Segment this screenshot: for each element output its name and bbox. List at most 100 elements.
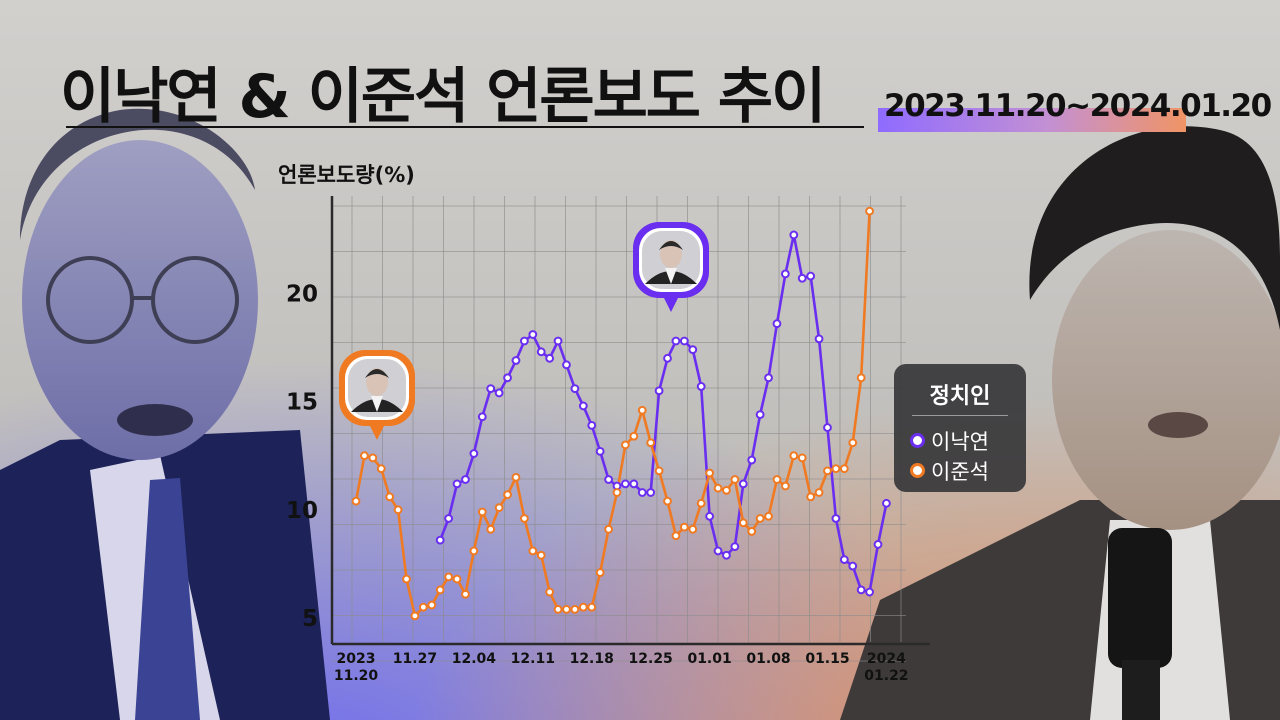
data-point — [570, 384, 580, 394]
x-tick-label: 11.27 — [393, 651, 437, 667]
data-point — [663, 496, 672, 506]
data-point — [503, 373, 512, 383]
data-point — [402, 574, 411, 584]
data-point — [376, 464, 386, 474]
data-point — [780, 481, 790, 491]
x-tick-label: 01.15 — [805, 651, 849, 667]
data-point — [654, 466, 664, 476]
data-point — [780, 269, 790, 279]
data-point — [789, 230, 799, 240]
data-point — [418, 602, 428, 612]
data-point — [587, 602, 597, 612]
data-point — [528, 330, 538, 339]
legend-label: 이낙연 — [931, 430, 989, 454]
data-point — [360, 451, 369, 461]
y-tick-label: 15 — [286, 390, 318, 416]
data-point — [562, 604, 571, 614]
data-point — [519, 336, 529, 346]
data-point — [873, 540, 883, 549]
data-point — [806, 271, 816, 281]
data-point — [637, 405, 647, 415]
data-point — [865, 587, 874, 597]
data-point — [368, 453, 378, 463]
legend-marker-icon — [910, 463, 925, 478]
data-point — [696, 498, 706, 508]
y-tick-label: 10 — [286, 498, 318, 524]
data-point — [629, 479, 639, 489]
data-point — [679, 336, 689, 346]
data-point — [637, 488, 647, 497]
data-point — [856, 373, 866, 383]
data-point — [621, 440, 630, 450]
data-point — [688, 524, 698, 534]
data-point — [435, 535, 445, 545]
x-tick-label: 01.22 — [864, 668, 908, 684]
data-point — [696, 382, 706, 391]
data-point — [654, 386, 664, 396]
data-point — [469, 449, 479, 458]
data-point — [755, 514, 765, 523]
x-tick-label: 12.25 — [629, 651, 673, 667]
data-point — [671, 531, 681, 541]
data-point — [831, 464, 841, 474]
data-point — [621, 479, 630, 489]
data-point — [713, 483, 723, 493]
data-point — [865, 206, 874, 216]
data-point — [722, 550, 731, 560]
data-point — [553, 604, 563, 614]
data-point — [511, 472, 521, 482]
data-point — [587, 421, 597, 430]
data-point — [722, 485, 731, 495]
legend-label: 이준석 — [931, 460, 989, 484]
data-point — [797, 453, 807, 463]
x-tick-label: 01.08 — [746, 651, 790, 667]
data-point — [747, 455, 757, 465]
data-point — [477, 507, 487, 517]
legend-marker-icon — [910, 433, 925, 448]
x-tick-label: 2024 — [867, 651, 906, 667]
data-point — [679, 522, 689, 532]
data-point — [452, 479, 462, 489]
data-point — [385, 492, 395, 502]
y-tick-label: 20 — [286, 281, 318, 307]
y-tick-label: 5 — [302, 606, 318, 632]
data-point — [578, 602, 588, 612]
data-point — [806, 492, 816, 502]
data-point — [444, 572, 454, 582]
data-point — [839, 464, 849, 474]
data-point — [823, 466, 832, 476]
x-tick-label: 01.01 — [687, 651, 731, 667]
data-point — [570, 604, 580, 614]
data-point — [823, 423, 832, 432]
data-point — [536, 347, 546, 357]
data-point — [738, 518, 748, 528]
data-point — [604, 524, 613, 534]
data-point — [848, 438, 858, 448]
data-point — [461, 475, 470, 484]
right-person-photo — [840, 126, 1280, 720]
data-point — [730, 542, 740, 552]
data-point — [545, 353, 555, 363]
data-point — [494, 388, 504, 398]
data-point — [856, 585, 866, 595]
data-point — [747, 527, 757, 536]
data-point — [595, 446, 605, 456]
data-point — [814, 334, 824, 344]
period-highlight — [878, 108, 1186, 132]
data-point — [688, 345, 698, 355]
data-point — [882, 498, 891, 508]
data-point — [612, 488, 622, 497]
legend-item-lee-junseok: 이준석 — [910, 456, 989, 486]
x-tick-label: 12.11 — [511, 651, 555, 667]
data-point — [536, 550, 546, 560]
data-point — [393, 505, 403, 515]
data-point — [444, 514, 454, 523]
data-point — [797, 273, 807, 283]
data-point — [705, 511, 715, 521]
legend-divider — [912, 415, 1008, 416]
data-point — [646, 438, 656, 448]
data-point — [351, 496, 361, 506]
left-person-photo — [0, 108, 330, 720]
data-point — [646, 488, 656, 497]
